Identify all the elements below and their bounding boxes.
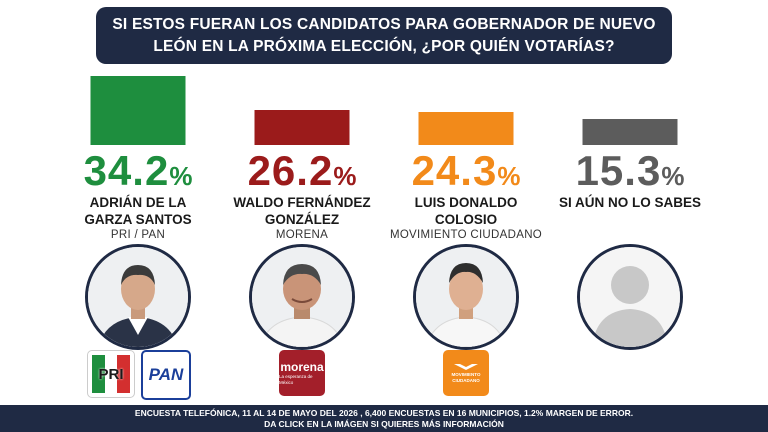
percent-sign: % bbox=[333, 161, 357, 191]
title-line-1: SI ESTOS FUERAN LOS CANDIDATOS PARA GOBE… bbox=[112, 15, 656, 33]
morena-logo-subtext: La esperanza de México bbox=[279, 373, 313, 385]
percentage-value: 24.3 bbox=[411, 147, 498, 194]
vote-bar bbox=[90, 76, 186, 145]
person-portrait-icon bbox=[252, 247, 352, 347]
poll-question-banner: SI ESTOS FUERAN LOS CANDIDATOS PARA GOBE… bbox=[96, 7, 672, 64]
candidate-column-fernandez[interactable]: 26.2% WALDO FERNÁNDEZ GONZÁLEZ MORENA mo… bbox=[217, 0, 387, 432]
party-label: MORENA bbox=[275, 229, 329, 241]
survey-methodology-text: ENCUESTA TELEFÓNICA, 11 AL 14 DE MAYO DE… bbox=[134, 407, 634, 418]
candidate-photo[interactable] bbox=[249, 244, 355, 350]
candidate-name: LUIS DONALDO COLOSIO bbox=[381, 194, 551, 228]
pri-logo-text: PRI bbox=[98, 365, 124, 383]
candidate-name: WALDO FERNÁNDEZ GONZÁLEZ bbox=[217, 194, 387, 228]
mc-logo-subtext: CIUDADANO bbox=[452, 378, 480, 383]
percent-sign: % bbox=[169, 161, 193, 191]
candidate-name: SI AÚN NO LO SABES bbox=[545, 194, 715, 211]
candidate-name-line-2: GARZA SANTOS bbox=[84, 212, 192, 227]
percentage-value: 15.3 bbox=[575, 147, 662, 194]
vote-percentage: 26.2% bbox=[217, 150, 387, 197]
candidate-name-line-1: WALDO FERNÁNDEZ bbox=[233, 195, 371, 210]
percentage-value: 34.2 bbox=[83, 147, 170, 194]
candidate-name-line-1: SI AÚN NO LO SABES bbox=[558, 195, 701, 210]
percent-sign: % bbox=[497, 161, 521, 191]
candidate-column-colosio[interactable]: 24.3% LUIS DONALDO COLOSIO MOVIMIENTO CI… bbox=[381, 0, 551, 432]
title-line-2: LEÓN EN LA PRÓXIMA ELECCIÓN, ¿POR QUIÉN … bbox=[153, 37, 615, 55]
party-label: MOVIMIENTO CIUDADANO bbox=[389, 229, 543, 241]
vote-percentage: 34.2% bbox=[53, 150, 223, 197]
placeholder-silhouette[interactable] bbox=[577, 244, 683, 350]
party-label: PRI / PAN bbox=[110, 229, 166, 241]
person-portrait-icon bbox=[416, 247, 516, 347]
pan-logo-text: PAN bbox=[148, 365, 184, 384]
candidate-photo[interactable] bbox=[413, 244, 519, 350]
percent-sign: % bbox=[661, 161, 685, 191]
vote-bar bbox=[254, 110, 350, 145]
vote-bar bbox=[418, 112, 514, 145]
morena-logo-icon: morena La esperanza de México bbox=[279, 350, 325, 396]
candidate-name-line-2: GONZÁLEZ bbox=[264, 212, 340, 227]
vote-bar bbox=[582, 119, 678, 145]
candidate-column-undecided[interactable]: 15.3% SI AÚN NO LO SABES bbox=[545, 0, 715, 432]
candidate-column-de-la-garza[interactable]: 34.2% ADRIÁN DE LA GARZA SANTOS PRI / PA… bbox=[53, 0, 223, 432]
candidate-name-line-1: LUIS DONALDO bbox=[414, 195, 518, 210]
mc-logo-text: MOVIMIENTO bbox=[451, 372, 481, 377]
pan-logo-icon: PAN bbox=[141, 350, 191, 400]
candidate-name: ADRIÁN DE LA GARZA SANTOS bbox=[53, 194, 223, 228]
pri-logo-icon: PRI bbox=[87, 350, 135, 398]
morena-logo-text: morena bbox=[280, 359, 324, 374]
candidate-photo[interactable] bbox=[85, 244, 191, 350]
percentage-value: 26.2 bbox=[247, 147, 334, 194]
vote-percentage: 24.3% bbox=[381, 150, 551, 197]
user-silhouette-icon bbox=[580, 247, 680, 347]
footer-info-bar[interactable]: ENCUESTA TELEFÓNICA, 11 AL 14 DE MAYO DE… bbox=[0, 405, 768, 432]
movimiento-ciudadano-logo-icon: MOVIMIENTO CIUDADANO bbox=[443, 350, 489, 396]
candidate-name-line-1: ADRIÁN DE LA bbox=[89, 195, 187, 210]
candidate-name-line-2: COLOSIO bbox=[434, 212, 498, 227]
more-info-link[interactable]: DA CLICK EN LA IMÁGEN SI QUIERES MÁS INF… bbox=[264, 418, 504, 429]
eagle-icon bbox=[454, 364, 478, 370]
person-portrait-icon bbox=[88, 247, 188, 347]
vote-percentage: 15.3% bbox=[545, 150, 715, 197]
